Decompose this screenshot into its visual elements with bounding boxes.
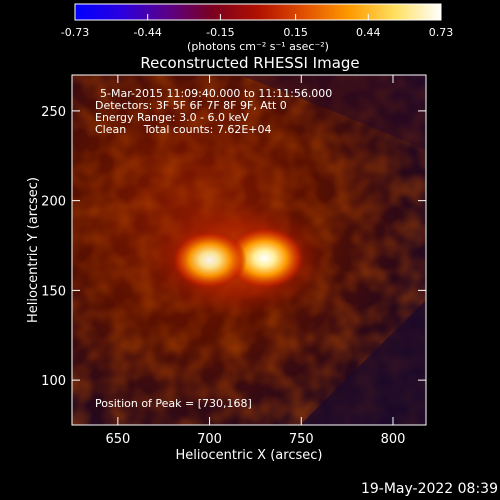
x-axis-ticks: 650 700 750 800	[105, 75, 405, 447]
plot-frame	[71, 74, 427, 426]
colorbar-tick-label: -0.73	[61, 26, 89, 39]
colorbar: -0.73 -0.44 -0.15 0.15 0.44 0.73 (photons cm⁻…	[61, 3, 453, 53]
colorbar-gradient	[74, 3, 442, 21]
colorbar-tick-label: 0.44	[356, 26, 381, 39]
y-axis-label: Heliocentric Y (arcsec)	[26, 177, 41, 323]
y-tick-label: 150	[41, 284, 66, 299]
colorbar-tick-label: -0.15	[206, 26, 234, 39]
dim-region-top	[240, 75, 426, 150]
annotation-detectors: Detectors: 3F 5F 6F 7F 8F 9F, Att 0	[95, 99, 287, 112]
colorbar-units-label: (photons cm⁻² s⁻¹ asec⁻²)	[187, 40, 329, 53]
colorbar-ticks: -0.73 -0.44 -0.15 0.15 0.44 0.73	[61, 14, 453, 39]
plot-area	[72, 75, 426, 425]
x-tick-label: 650	[105, 432, 130, 447]
x-axis-label: Heliocentric X (arcsec)	[176, 448, 323, 463]
x-tick-label: 750	[289, 432, 314, 447]
colorbar-tick-label: -0.44	[133, 26, 161, 39]
y-tick-label: 200	[41, 195, 66, 210]
x-tick-label: 800	[381, 432, 406, 447]
chart-title: Reconstructed RHESSI Image	[140, 54, 359, 72]
colorbar-tick-label: 0.73	[429, 26, 454, 39]
x-tick-label: 700	[197, 432, 222, 447]
dim-region-right	[300, 300, 426, 425]
source-blob	[172, 230, 247, 289]
y-tick-label: 250	[41, 105, 66, 120]
y-axis-ticks: 100 150 200 250	[41, 105, 426, 389]
source-blob	[224, 226, 305, 290]
annotation-time-range: 5-Mar-2015 11:09:40.000 to 11:11:56.000	[100, 87, 332, 100]
colorbar-tick-label: 0.15	[283, 26, 308, 39]
timestamp: 19-May-2022 08:39	[361, 481, 498, 497]
annotation-block: 5-Mar-2015 11:09:40.000 to 11:11:56.000 …	[95, 87, 332, 136]
peak-position-label: Position of Peak = [730,168]	[95, 397, 252, 410]
y-tick-label: 100	[41, 374, 66, 389]
annotation-energy-range: Energy Range: 3.0 - 6.0 keV	[95, 111, 249, 124]
source-layer	[142, 200, 333, 317]
annotation-clean-counts: Clean Total counts: 7.62E+04	[95, 123, 272, 136]
